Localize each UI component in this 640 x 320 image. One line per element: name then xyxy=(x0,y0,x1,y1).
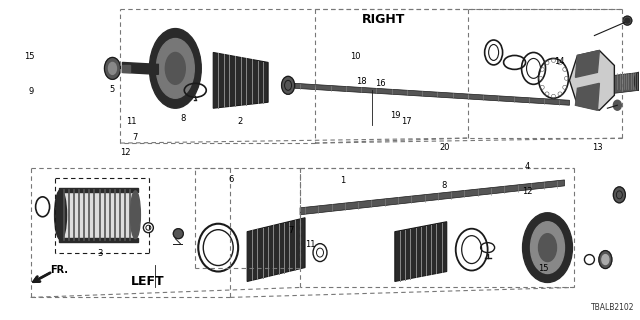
Text: 19: 19 xyxy=(390,111,401,120)
Text: 6: 6 xyxy=(228,175,234,184)
Ellipse shape xyxy=(156,38,195,98)
FancyArrowPatch shape xyxy=(34,273,50,282)
Ellipse shape xyxy=(522,213,572,283)
Polygon shape xyxy=(61,190,136,240)
Text: TBALB2102: TBALB2102 xyxy=(591,303,634,312)
Text: 9: 9 xyxy=(29,87,34,96)
Ellipse shape xyxy=(104,58,120,79)
Ellipse shape xyxy=(613,187,625,203)
Text: 14: 14 xyxy=(554,57,564,66)
Polygon shape xyxy=(575,51,600,77)
Text: 20: 20 xyxy=(439,143,450,152)
Text: 2: 2 xyxy=(237,117,243,126)
Text: 18: 18 xyxy=(356,77,367,86)
Ellipse shape xyxy=(282,76,294,94)
Polygon shape xyxy=(247,218,305,282)
Text: 8: 8 xyxy=(180,114,186,123)
Text: 7: 7 xyxy=(132,133,138,142)
Ellipse shape xyxy=(165,52,186,84)
Ellipse shape xyxy=(149,28,201,108)
Text: 5: 5 xyxy=(110,85,115,94)
Polygon shape xyxy=(59,188,138,192)
Text: 13: 13 xyxy=(593,143,603,152)
Polygon shape xyxy=(300,180,564,215)
Text: 12: 12 xyxy=(120,148,131,156)
Text: 4: 4 xyxy=(525,162,530,171)
Polygon shape xyxy=(395,222,447,282)
Polygon shape xyxy=(213,52,268,108)
Text: 1: 1 xyxy=(340,176,345,185)
Polygon shape xyxy=(59,238,138,242)
Text: 3: 3 xyxy=(97,250,102,259)
Ellipse shape xyxy=(108,62,116,74)
Ellipse shape xyxy=(131,191,140,239)
Text: 15: 15 xyxy=(538,264,548,273)
Text: 11: 11 xyxy=(126,117,137,126)
Text: 12: 12 xyxy=(522,188,532,196)
Text: 16: 16 xyxy=(375,79,386,88)
Text: 7: 7 xyxy=(289,226,294,235)
Polygon shape xyxy=(295,83,570,105)
Ellipse shape xyxy=(623,16,632,25)
Polygon shape xyxy=(575,83,600,110)
Text: 8: 8 xyxy=(442,181,447,190)
Text: LEFT: LEFT xyxy=(131,275,164,288)
Ellipse shape xyxy=(634,72,640,90)
Text: 11: 11 xyxy=(305,240,316,249)
Polygon shape xyxy=(122,65,131,72)
Ellipse shape xyxy=(602,255,609,265)
Polygon shape xyxy=(570,51,614,110)
Ellipse shape xyxy=(599,251,612,268)
Ellipse shape xyxy=(531,222,564,274)
Text: RIGHT: RIGHT xyxy=(362,13,406,26)
Ellipse shape xyxy=(625,18,630,23)
Text: FR.: FR. xyxy=(50,265,68,275)
Text: 17: 17 xyxy=(401,117,412,126)
Text: 10: 10 xyxy=(350,52,360,61)
Ellipse shape xyxy=(613,100,621,110)
Polygon shape xyxy=(122,62,158,74)
Ellipse shape xyxy=(538,234,557,261)
Ellipse shape xyxy=(173,229,183,239)
Ellipse shape xyxy=(54,190,67,240)
Text: 15: 15 xyxy=(24,52,35,61)
Polygon shape xyxy=(614,72,639,93)
